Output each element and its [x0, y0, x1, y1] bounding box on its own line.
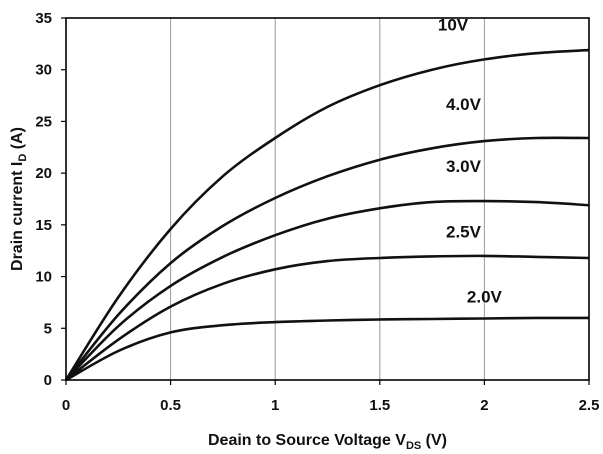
y-tick-label: 35 — [35, 10, 52, 27]
x-tick-label: 1.5 — [369, 397, 390, 414]
series-line-4-0v — [64, 136, 590, 381]
x-tick-label: 2 — [480, 397, 488, 414]
plot-frame — [65, 17, 590, 381]
series-label-10v: 10V — [438, 15, 469, 34]
y-tick-label: 20 — [35, 165, 52, 182]
series-label-4-0v: 4.0V — [446, 95, 482, 114]
y-tick-label: 5 — [44, 320, 52, 337]
y-axis-title: Drain current ID (A) — [9, 127, 29, 271]
series-label-layer: 10V 4.0V 3.0V 2.5V 2.0V — [438, 15, 503, 306]
series-label-3-0v: 3.0V — [446, 157, 482, 176]
y-axis-title-main: Drain current I — [9, 162, 26, 271]
y-tick-label: 25 — [35, 113, 52, 130]
x-tick-label: 0 — [62, 397, 70, 414]
x-tick-label: 1 — [271, 397, 279, 414]
series-label-2-0v: 2.0V — [467, 287, 503, 306]
y-tick-label: 30 — [35, 62, 52, 79]
y-axis-title-subscript: D — [17, 154, 29, 162]
y-tick-label: 0 — [44, 372, 52, 389]
x-axis-title: Deain to Source Voltage VDS (V) — [208, 432, 447, 452]
y-tick-label: 10 — [35, 269, 52, 286]
series-label-2-5v: 2.5V — [446, 222, 482, 241]
y-tick-label: 15 — [35, 217, 52, 234]
tick-layer: 0 0.5 1 1.5 2 2.5 0 5 10 15 20 25 30 35 — [35, 10, 599, 414]
x-tick-label: 0.5 — [160, 397, 181, 414]
x-axis-title-subscript: DS — [406, 440, 421, 452]
x-axis-title-unit: (V) — [421, 432, 447, 449]
x-tick-label: 2.5 — [579, 397, 600, 414]
series-line-2-5v — [65, 254, 590, 382]
curve-layer — [64, 48, 590, 382]
series-line-10v — [64, 48, 590, 381]
x-axis-title-main: Deain to Source Voltage V — [208, 432, 406, 449]
series-line-3-0v — [65, 199, 590, 381]
y-axis-title-unit: (A) — [9, 127, 26, 154]
series-line-2-0v — [65, 316, 589, 382]
